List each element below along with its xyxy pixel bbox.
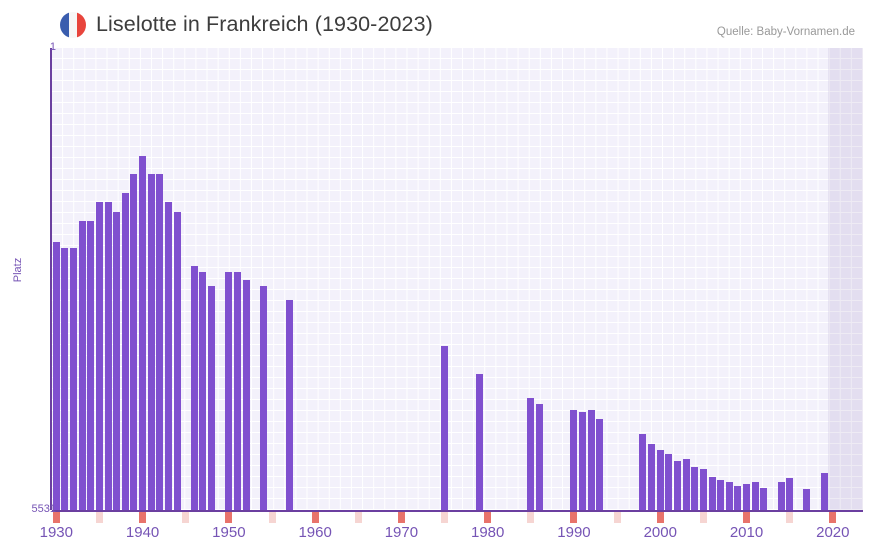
bar-1951 [233, 271, 241, 510]
bar-1957 [285, 299, 293, 510]
x-marker-1995 [613, 512, 621, 523]
bar-1943 [164, 202, 172, 510]
bar-1934 [87, 220, 95, 510]
bar-2001 [665, 454, 673, 510]
x-tick-label-1980: 1980 [471, 524, 505, 541]
bar-1933 [78, 220, 86, 510]
x-tick-label-1970: 1970 [384, 524, 419, 541]
bar-1939 [130, 174, 138, 510]
x-marker-2000 [656, 512, 664, 523]
x-tick-label-1940: 1940 [125, 524, 160, 541]
x-tick-label-1950: 1950 [212, 524, 246, 541]
bar-2014 [777, 482, 785, 510]
y-tick-label-bottom: 5531 [31, 503, 56, 515]
bar-1937 [113, 211, 121, 510]
bar-1941 [147, 174, 155, 510]
chart-title: Liselotte in Frankreich (1930-2023) [96, 12, 433, 36]
x-marker-1965 [354, 512, 362, 523]
bar-2003 [682, 458, 690, 510]
x-marker-1945 [182, 512, 190, 523]
x-axis-line [52, 510, 863, 512]
bar-2002 [674, 460, 681, 510]
bar-2010 [743, 483, 751, 510]
x-marker-1950 [225, 512, 233, 523]
bar-1950 [225, 271, 233, 510]
bar-1991 [579, 412, 587, 510]
bar-2012 [760, 487, 768, 510]
bar-2008 [725, 482, 733, 510]
bar-1935 [95, 202, 103, 510]
bars-layer [52, 48, 863, 510]
bar-1932 [70, 247, 78, 510]
x-marker-1940 [139, 512, 147, 523]
bar-1992 [587, 409, 595, 510]
bar-2019 [820, 472, 828, 510]
x-marker-1980 [484, 512, 492, 523]
x-marker-2005 [699, 512, 707, 523]
x-tick-label-1990: 1990 [557, 524, 591, 541]
x-marker-2010 [743, 512, 751, 523]
x-marker-2020 [829, 512, 837, 523]
x-marker-1975 [441, 512, 449, 523]
forecast-shade-region [828, 48, 863, 510]
x-tick-label-2020: 2020 [816, 524, 850, 541]
x-marker-1935 [95, 512, 103, 523]
bar-2015 [786, 478, 794, 510]
bar-2004 [691, 467, 699, 510]
x-tick-label-1930: 1930 [39, 524, 73, 541]
y-tick-label-top: 1 [49, 41, 56, 53]
bar-1985 [527, 398, 535, 510]
france-flag-icon [60, 12, 86, 38]
bar-1930 [52, 242, 60, 510]
flag-stripe-red [77, 12, 86, 38]
bar-1952 [242, 280, 250, 510]
bar-1947 [199, 271, 207, 510]
x-axis-labels: 1930 1940 1950 1960 1970 1980 1990 2000 2010 2020 [0, 524, 873, 552]
bar-1942 [156, 174, 164, 510]
x-marker-1985 [527, 512, 535, 523]
bar-2006 [708, 477, 716, 510]
bar-1998 [639, 433, 647, 510]
x-axis-markers [52, 512, 863, 523]
x-marker-1970 [397, 512, 405, 523]
bar-1946 [190, 266, 198, 510]
flag-stripe-white [68, 12, 78, 38]
x-tick-label-2010: 2010 [729, 524, 764, 541]
y-axis-title: Platz [12, 257, 24, 283]
x-tick-label-1960: 1960 [298, 524, 332, 541]
bar-1986 [535, 403, 543, 510]
bar-1990 [570, 409, 578, 510]
bar-1931 [61, 247, 69, 510]
bar-2007 [717, 480, 725, 510]
bar-1979 [475, 374, 483, 510]
bar-2000 [656, 450, 664, 510]
bar-2005 [699, 468, 707, 510]
x-tick-label-2000: 2000 [643, 524, 677, 541]
chart-header: Liselotte in Frankreich (1930-2023) Quel… [0, 0, 873, 46]
bar-1975 [441, 346, 449, 510]
x-marker-1955 [268, 512, 276, 523]
bar-1940 [139, 155, 147, 510]
bar-1944 [173, 211, 181, 510]
bar-1993 [596, 418, 604, 510]
x-marker-2015 [786, 512, 794, 523]
bar-1948 [208, 285, 216, 510]
x-marker-1930 [52, 512, 60, 523]
flag-stripe-blue [60, 12, 69, 38]
bar-2009 [734, 485, 742, 510]
bar-1936 [104, 202, 112, 510]
x-marker-1990 [570, 512, 578, 523]
bar-2011 [751, 482, 759, 510]
chart-source: Quelle: Baby-Vornamen.de [716, 26, 855, 38]
y-axis-line [50, 48, 52, 510]
bar-1938 [121, 192, 129, 510]
bar-2017 [803, 489, 811, 510]
bar-1954 [259, 285, 267, 510]
plot-area [52, 48, 863, 510]
x-marker-1960 [311, 512, 319, 523]
bar-1999 [648, 443, 656, 510]
